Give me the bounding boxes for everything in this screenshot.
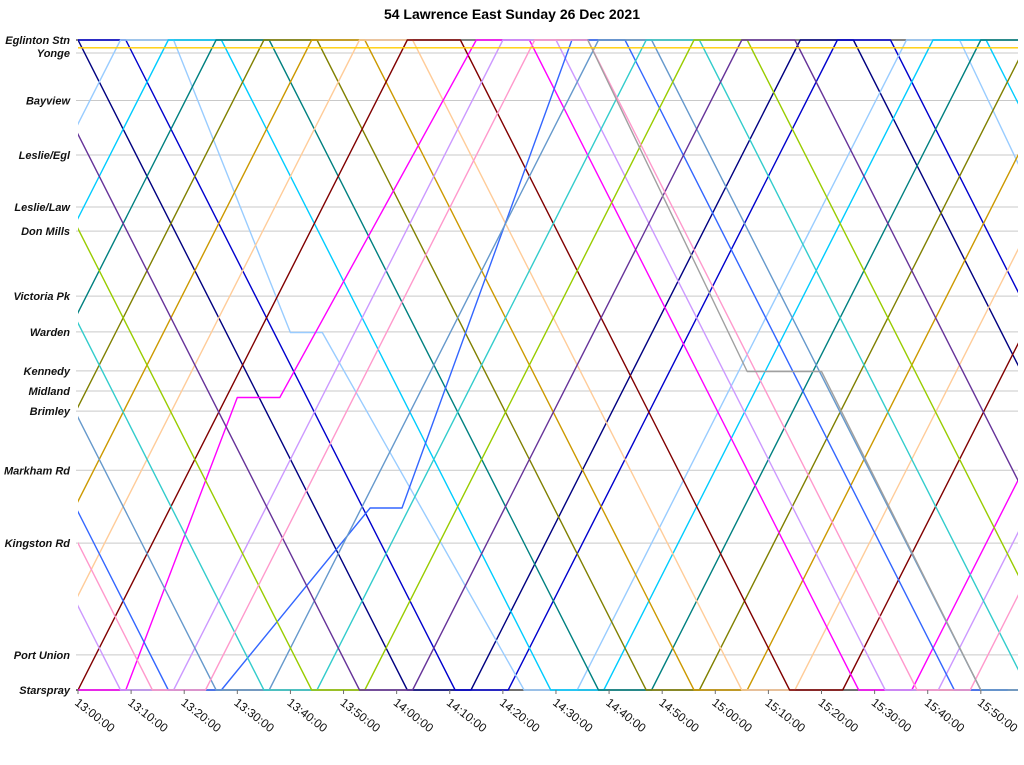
x-axis-label: 13:10:00 xyxy=(125,695,171,735)
y-axis-label: Yonge xyxy=(37,48,70,60)
vehicle-run-line-run-15 xyxy=(78,39,1018,691)
y-axis-label: Warden xyxy=(30,327,70,339)
y-axis-label: Victoria Pk xyxy=(14,291,71,303)
x-axis-label: 13:30:00 xyxy=(231,695,277,735)
y-axis-label: Kennedy xyxy=(24,366,71,378)
y-axis-label: Bayview xyxy=(26,95,71,107)
vehicle-run-line-run-4 xyxy=(78,39,1018,691)
vehicle-run-line-run-11 xyxy=(78,39,1018,691)
vehicle-run-line-run-18 xyxy=(587,39,982,691)
y-axis-label: Kingston Rd xyxy=(5,538,71,550)
vehicle-run-line-run-13 xyxy=(78,39,1018,691)
x-axis-label: 13:40:00 xyxy=(285,695,331,735)
vehicle-run-line-run-16 xyxy=(78,39,1018,691)
x-axis-label: 15:30:00 xyxy=(869,695,915,735)
vehicle-run-line-run-1 xyxy=(78,39,1018,691)
vehicle-run-line-run-6 xyxy=(78,39,1018,691)
y-axis-label: Midland xyxy=(28,386,70,398)
vehicle-run-line-run-12 xyxy=(78,39,1009,691)
vehicle-run-line-run-9 xyxy=(78,39,1018,691)
y-axis-label: Leslie/Egl xyxy=(19,150,71,162)
x-axis-label: 15:40:00 xyxy=(922,695,968,735)
vehicle-run-line-run-2 xyxy=(78,39,1018,691)
x-axis-label: 13:00:00 xyxy=(72,695,118,735)
series-group xyxy=(78,39,1018,691)
x-axis-label: 15:00:00 xyxy=(709,695,755,735)
x-axis-label: 14:50:00 xyxy=(656,695,702,735)
x-axis-label: 15:20:00 xyxy=(816,695,862,735)
x-axis-label: 14:10:00 xyxy=(444,695,490,735)
x-axis-label: 15:50:00 xyxy=(975,695,1021,735)
x-axis-label: 13:20:00 xyxy=(178,695,224,735)
vehicle-run-line-run-17 xyxy=(78,39,1018,691)
y-axis-label: Brimley xyxy=(30,406,71,418)
chart-title: 54 Lawrence East Sunday 26 Dec 2021 xyxy=(383,6,641,22)
vehicle-run-line-run-3 xyxy=(78,39,1018,691)
y-axis-label: Leslie/Law xyxy=(14,202,71,214)
vehicle-run-line-run-5 xyxy=(78,39,1018,691)
x-axis-label: 14:30:00 xyxy=(550,695,596,735)
vehicle-run-line-run-14 xyxy=(78,39,1018,691)
x-axis-label: 14:00:00 xyxy=(391,695,437,735)
y-axis-label: Eglinton Stn xyxy=(5,35,70,47)
y-axis-label: Starspray xyxy=(19,685,71,697)
x-axis-label: 13:50:00 xyxy=(338,695,384,735)
vehicle-run-line-run-8 xyxy=(78,39,1018,691)
y-axis-label: Port Union xyxy=(14,650,70,662)
x-axis-label: 14:40:00 xyxy=(603,695,649,735)
y-axis-label: Markham Rd xyxy=(4,465,70,477)
vehicle-run-line-run-7 xyxy=(78,39,1018,691)
x-axis-label: 14:20:00 xyxy=(497,695,543,735)
vehicle-run-line-run-10 xyxy=(78,39,1018,691)
x-axis-label: 15:10:00 xyxy=(763,695,809,735)
y-axis-label: Don Mills xyxy=(21,226,70,238)
